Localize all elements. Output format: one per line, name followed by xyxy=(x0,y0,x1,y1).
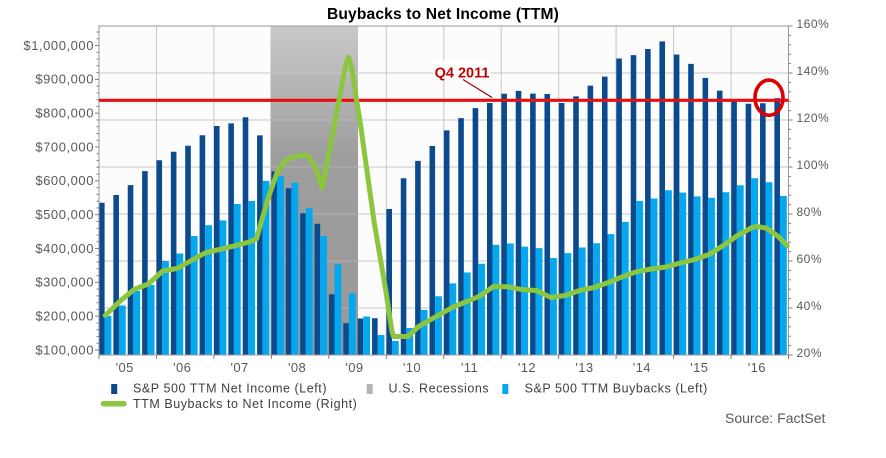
svg-text:20%: 20% xyxy=(797,346,823,360)
svg-text:40%: 40% xyxy=(797,299,823,313)
svg-text:'07: '07 xyxy=(231,360,249,375)
svg-text:'08: '08 xyxy=(288,360,306,375)
svg-text:'05: '05 xyxy=(116,360,134,375)
svg-text:$400,000: $400,000 xyxy=(35,241,94,256)
svg-text:'06: '06 xyxy=(173,360,191,375)
svg-text:160%: 160% xyxy=(797,17,830,31)
svg-text:$1,000,000: $1,000,000 xyxy=(23,38,94,53)
svg-text:'13: '13 xyxy=(575,360,593,375)
svg-text:$600,000: $600,000 xyxy=(35,173,94,188)
svg-text:$300,000: $300,000 xyxy=(35,275,94,290)
svg-text:S&P 500 TTM Buybacks (Left): S&P 500 TTM Buybacks (Left) xyxy=(525,382,708,396)
svg-text:'12: '12 xyxy=(518,360,536,375)
svg-text:S&P 500 TTM Net Income (Left): S&P 500 TTM Net Income (Left) xyxy=(133,382,327,396)
svg-text:'15: '15 xyxy=(690,360,708,375)
svg-text:80%: 80% xyxy=(797,205,823,219)
svg-text:120%: 120% xyxy=(797,111,830,125)
svg-text:'14: '14 xyxy=(633,360,651,375)
svg-text:'09: '09 xyxy=(345,360,363,375)
svg-text:$100,000: $100,000 xyxy=(35,342,94,357)
svg-text:Buybacks to Net Income (TTM): Buybacks to Net Income (TTM) xyxy=(327,6,559,23)
svg-text:'10: '10 xyxy=(403,360,421,375)
svg-text:100%: 100% xyxy=(797,158,830,172)
svg-text:$500,000: $500,000 xyxy=(35,207,94,222)
svg-text:$200,000: $200,000 xyxy=(35,308,94,323)
svg-text:TTM Buybacks to Net Income (Ri: TTM Buybacks to Net Income (Right) xyxy=(133,397,357,411)
svg-text:'16: '16 xyxy=(748,360,766,375)
svg-text:$700,000: $700,000 xyxy=(35,139,94,154)
svg-text:U.S. Recessions: U.S. Recessions xyxy=(389,382,490,396)
svg-text:$900,000: $900,000 xyxy=(35,72,94,87)
svg-text:60%: 60% xyxy=(797,252,823,266)
svg-text:Source: FactSet: Source: FactSet xyxy=(725,410,825,426)
svg-text:'11: '11 xyxy=(461,360,478,375)
svg-text:140%: 140% xyxy=(797,64,830,78)
svg-text:Q4 2011: Q4 2011 xyxy=(435,66,490,82)
svg-text:$800,000: $800,000 xyxy=(35,106,94,121)
